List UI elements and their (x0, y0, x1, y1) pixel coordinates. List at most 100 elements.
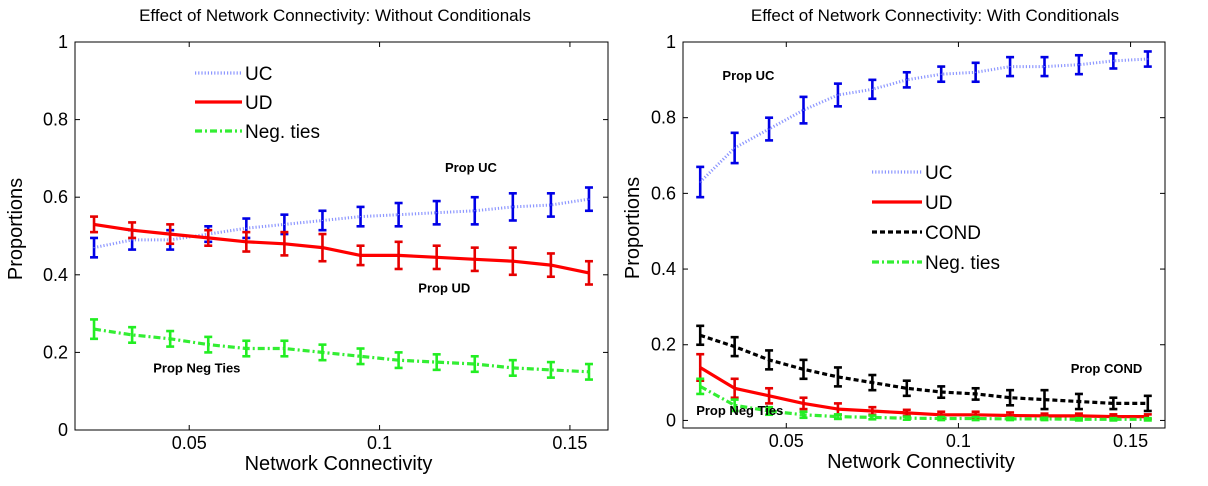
data-point (512, 260, 514, 262)
data-point (93, 247, 95, 249)
data-point (1078, 415, 1080, 417)
legend-entry: UC (245, 64, 272, 85)
data-point (837, 376, 839, 378)
data-point (940, 391, 942, 393)
data-point (871, 416, 873, 419)
data-point (588, 198, 590, 200)
data-point (871, 88, 873, 90)
data-point (93, 328, 95, 330)
legend-entry: UD (245, 93, 272, 114)
x-axis-label: Network Connectivity (245, 453, 433, 475)
data-point (802, 414, 805, 416)
data-point (768, 395, 770, 397)
data-point (283, 223, 285, 225)
legend-entry: COND (925, 223, 981, 244)
data-point (321, 219, 324, 222)
data-point (871, 410, 873, 412)
legend-entry: UC (925, 163, 952, 184)
y-tick-label: 0.4 (43, 265, 68, 285)
plot-area-frame (74, 41, 609, 431)
data-point (1147, 58, 1149, 60)
data-point (906, 412, 908, 414)
data-point (734, 346, 736, 348)
legend: UC UD COND Neg. ties (872, 163, 1000, 274)
data-point (699, 334, 701, 336)
y-tick-label: 1 (666, 32, 676, 52)
x-tick-label: 0.15 (552, 433, 587, 453)
data-point (283, 243, 285, 245)
data-point (837, 94, 839, 96)
legend-entry: Neg. ties (925, 253, 1000, 274)
series-line (699, 333, 1148, 405)
data-point (131, 239, 133, 241)
data-point (436, 212, 438, 214)
legend-entry: Neg. ties (245, 122, 320, 143)
data-point (906, 79, 908, 81)
series-line (699, 366, 1148, 419)
data-point (1009, 418, 1011, 420)
series-uc (696, 50, 1152, 199)
series-line (699, 384, 1148, 421)
data-point (169, 233, 171, 235)
x-tick-label: 0.05 (769, 431, 804, 451)
data-point (245, 241, 247, 243)
data-point (768, 128, 770, 130)
x-tick-label: 0.05 (172, 433, 207, 453)
y-tick-label: 0 (58, 420, 68, 440)
x-tick-label: 0.15 (1113, 431, 1148, 451)
series-neg-ties (90, 318, 593, 381)
y-tick-label: 0.8 (651, 108, 676, 128)
data-point (283, 347, 285, 350)
data-point (768, 359, 770, 361)
data-point (550, 204, 552, 206)
data-point (359, 355, 362, 357)
data-point (802, 368, 805, 370)
data-point (398, 214, 400, 216)
data-point (359, 216, 362, 218)
series-ud (90, 215, 593, 286)
x-tick-label: 0.1 (946, 431, 971, 451)
annotation: Prop COND (1071, 361, 1143, 376)
annotation: Prop Neg Ties (696, 403, 783, 418)
data-point (474, 363, 476, 365)
y-tick-label: 0.2 (651, 335, 676, 355)
data-point (1112, 418, 1114, 420)
legend: UC UD Neg. ties (195, 64, 320, 143)
data-point (906, 417, 908, 419)
data-point (837, 408, 839, 410)
data-point (1147, 402, 1149, 405)
data-point (131, 229, 133, 231)
data-point (474, 258, 476, 260)
series-line (93, 197, 590, 250)
data-point (1078, 418, 1080, 420)
data-point (1043, 418, 1046, 420)
data-point (398, 359, 400, 361)
data-point (975, 71, 977, 73)
data-point (871, 381, 873, 384)
data-point (1009, 414, 1011, 417)
y-tick-label: 0.2 (43, 342, 68, 362)
data-point (207, 237, 209, 239)
data-point (436, 256, 438, 258)
data-point (1147, 418, 1149, 420)
data-point (940, 417, 942, 420)
y-tick-label: 0 (666, 410, 676, 430)
data-point (1043, 415, 1046, 417)
data-point (207, 344, 209, 346)
data-point (940, 414, 942, 416)
data-point (512, 206, 514, 208)
chart-panel-1: Effect of Network Connectivity: Without … (5, 6, 609, 475)
data-point (588, 272, 590, 274)
data-point (768, 410, 770, 412)
data-point (802, 402, 805, 405)
data-point (975, 414, 977, 416)
y-tick-label: 0.4 (651, 259, 676, 279)
data-point (93, 223, 95, 225)
y-tick-label: 0.6 (43, 187, 68, 207)
data-point (359, 254, 362, 256)
y-tick-label: 0.6 (651, 183, 676, 203)
y-axis-label: Proportions (622, 177, 644, 279)
data-point (699, 181, 701, 183)
